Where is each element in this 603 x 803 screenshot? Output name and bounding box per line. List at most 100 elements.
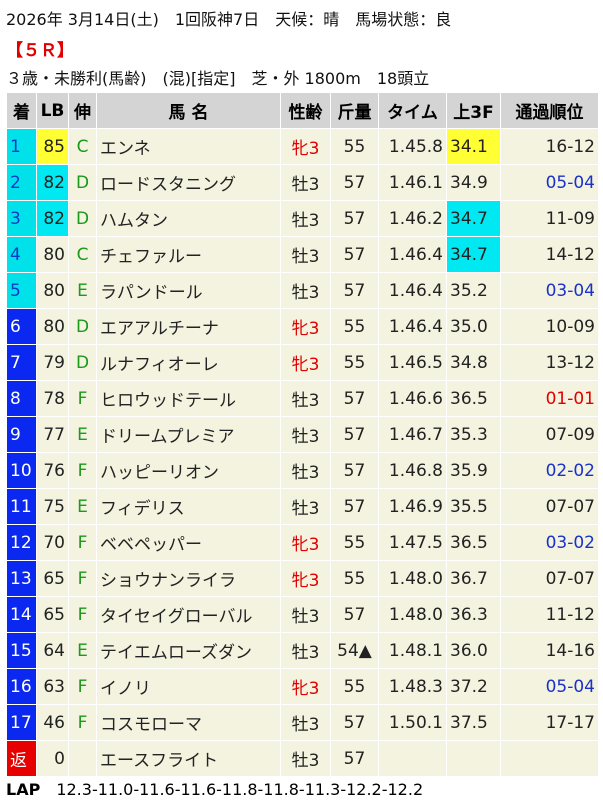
result-row: 返 0 エースフライト 牡3 57 <box>6 740 599 777</box>
rank-cell: 12 <box>6 524 37 561</box>
sex-age: 牝3 <box>280 668 331 705</box>
last-3f: 34.9 <box>446 164 501 201</box>
last-3f: 36.5 <box>446 380 501 417</box>
rank-cell: 5 <box>6 272 37 309</box>
horse-name: ロードスタニング <box>96 164 281 201</box>
result-row: 13 65 F ショウナンライラ 牝3 55 1.48.0 36.7 07-07 <box>6 560 599 597</box>
result-row: 9 77 E ドリームプレミア 牡3 57 1.46.7 35.3 07-09 <box>6 416 599 453</box>
weight: 55 <box>330 344 379 381</box>
time: 1.46.6 <box>378 380 447 417</box>
lb-cell: 64 <box>36 632 69 669</box>
sex-age: 牝3 <box>280 560 331 597</box>
rank-cell: 13 <box>6 560 37 597</box>
horse-name: ベベペッパー <box>96 524 281 561</box>
last-3f <box>446 740 501 777</box>
passing: 03-02 <box>500 524 599 561</box>
horse-name: コスモローマ <box>96 704 281 741</box>
column-header: 性齢 <box>280 92 331 129</box>
horse-name: ハッピーリオン <box>96 452 281 489</box>
weight: 57 <box>330 740 379 777</box>
horse-name: チェファルー <box>96 236 281 273</box>
result-row: 10 76 F ハッピーリオン 牡3 57 1.46.8 35.9 02-02 <box>6 452 599 489</box>
sex-age: 牡3 <box>280 200 331 237</box>
sex-age: 牝3 <box>280 344 331 381</box>
passing: 01-01 <box>500 380 599 417</box>
horse-name: ラパンドール <box>96 272 281 309</box>
weight: 55 <box>330 560 379 597</box>
horse-name: ハムタン <box>96 200 281 237</box>
passing: 07-09 <box>500 416 599 453</box>
weight: 57 <box>330 704 379 741</box>
weight: 57 <box>330 236 379 273</box>
result-row: 4 80 C チェファルー 牡3 57 1.46.4 34.7 14-12 <box>6 236 599 273</box>
nobi-cell: C <box>68 128 97 165</box>
weight: 57 <box>330 200 379 237</box>
lap-label: LAP <box>6 780 41 799</box>
sex-age: 牝3 <box>280 128 331 165</box>
last-3f: 35.5 <box>446 488 501 525</box>
horse-name: ルナフィオーレ <box>96 344 281 381</box>
column-header: 上3F <box>446 92 501 129</box>
nobi-cell: F <box>68 452 97 489</box>
rank-cell: 11 <box>6 488 37 525</box>
sex-age: 牡3 <box>280 380 331 417</box>
passing <box>500 740 599 777</box>
nobi-cell: F <box>68 668 97 705</box>
lb-cell: 0 <box>36 740 69 777</box>
rank-cell: 6 <box>6 308 37 345</box>
lb-cell: 76 <box>36 452 69 489</box>
rank-cell: 3 <box>6 200 37 237</box>
rank-cell: 14 <box>6 596 37 633</box>
weight: 57 <box>330 596 379 633</box>
sex-age: 牡3 <box>280 164 331 201</box>
rank-cell: 9 <box>6 416 37 453</box>
nobi-cell: D <box>68 308 97 345</box>
passing: 11-09 <box>500 200 599 237</box>
last-3f: 36.0 <box>446 632 501 669</box>
column-header: 着 <box>6 92 37 129</box>
nobi-cell: E <box>68 416 97 453</box>
result-row: 1 85 C エンネ 牝3 55 1.45.8 34.1 16-12 <box>6 128 599 165</box>
lap-value: 12.3-11.0-11.6-11.6-11.8-11.8-11.3-12.2-… <box>56 780 424 799</box>
last-3f: 35.0 <box>446 308 501 345</box>
result-row: 17 46 F コスモローマ 牡3 57 1.50.1 37.5 17-17 <box>6 704 599 741</box>
weight: 55 <box>330 128 379 165</box>
sex-age: 牡3 <box>280 596 331 633</box>
last-3f: 37.5 <box>446 704 501 741</box>
passing: 07-07 <box>500 488 599 525</box>
sex-age: 牝3 <box>280 308 331 345</box>
horse-name: ヒロウッドテール <box>96 380 281 417</box>
time: 1.48.1 <box>378 632 447 669</box>
sex-age: 牡3 <box>280 488 331 525</box>
horse-name: ドリームプレミア <box>96 416 281 453</box>
weight: 57 <box>330 452 379 489</box>
nobi-cell: F <box>68 560 97 597</box>
weight: 57 <box>330 488 379 525</box>
weight: 55 <box>330 668 379 705</box>
weight: 54▲ <box>330 632 379 669</box>
time: 1.46.5 <box>378 344 447 381</box>
sex-age: 牡3 <box>280 632 331 669</box>
time: 1.48.3 <box>378 668 447 705</box>
lb-cell: 46 <box>36 704 69 741</box>
lb-cell: 82 <box>36 164 69 201</box>
time: 1.46.9 <box>378 488 447 525</box>
passing: 02-02 <box>500 452 599 489</box>
horse-name: フィデリス <box>96 488 281 525</box>
sex-age: 牡3 <box>280 416 331 453</box>
rank-cell: 10 <box>6 452 37 489</box>
race-condition: ３歳・未勝利(馬齢) (混)[指定] 芝・外 1800m 18頭立 <box>6 69 430 88</box>
passing: 10-09 <box>500 308 599 345</box>
last-3f: 34.8 <box>446 344 501 381</box>
column-header: 通過順位 <box>500 92 599 129</box>
horse-name: ショウナンライラ <box>96 560 281 597</box>
result-row: 7 79 D ルナフィオーレ 牝3 55 1.46.5 34.8 13-12 <box>6 344 599 381</box>
passing: 11-12 <box>500 596 599 633</box>
passing: 05-04 <box>500 164 599 201</box>
time: 1.46.4 <box>378 272 447 309</box>
nobi-cell <box>68 740 97 777</box>
time: 1.47.5 <box>378 524 447 561</box>
result-row: 8 78 F ヒロウッドテール 牡3 57 1.46.6 36.5 01-01 <box>6 380 599 417</box>
passing: 17-17 <box>500 704 599 741</box>
nobi-cell: D <box>68 200 97 237</box>
